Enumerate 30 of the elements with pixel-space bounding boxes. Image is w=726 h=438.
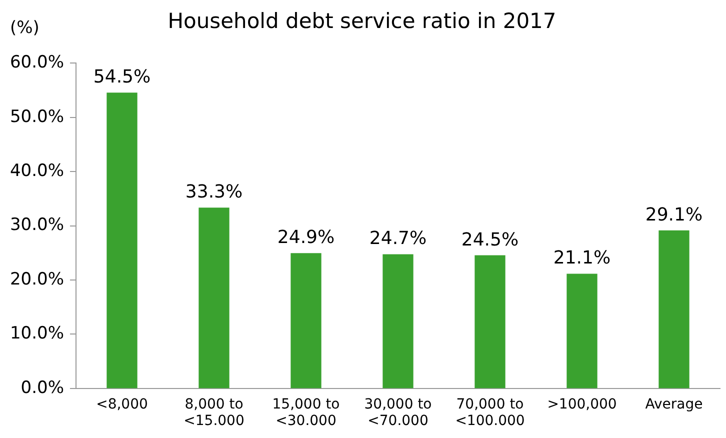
x-tick-label: Average — [645, 396, 703, 412]
y-tick-label: 50.0% — [10, 106, 64, 127]
y-tick-label: 0.0% — [20, 378, 64, 398]
y-tick-label: 40.0% — [10, 161, 64, 182]
y-tick-label: 30.0% — [10, 215, 64, 236]
x-tick-label: 70,000 to <100.000 — [455, 396, 525, 430]
data-label: 24.7% — [369, 228, 427, 250]
x-tick-label: <8,000 — [96, 396, 148, 412]
y-axis-title: (%) — [10, 18, 40, 38]
y-tick-label: 10.0% — [10, 324, 64, 344]
bar — [382, 254, 414, 388]
y-tick-label: 20.0% — [10, 269, 64, 290]
x-tick-label: 15,000 to <30.000 — [272, 396, 340, 430]
bar — [106, 92, 138, 388]
bar — [290, 253, 322, 388]
x-tick-label: 8,000 to <15.000 — [184, 396, 244, 430]
data-label: 29.1% — [645, 204, 703, 226]
x-tick-label: 30,000 to <70.000 — [364, 396, 432, 430]
bar — [198, 208, 230, 388]
data-label: 21.1% — [553, 248, 611, 269]
bar — [474, 255, 506, 388]
data-label: 24.5% — [461, 229, 519, 250]
data-label: 33.3% — [185, 182, 243, 203]
y-tick-label: 60.0% — [10, 52, 64, 73]
bar — [658, 230, 690, 388]
x-tick-label: >100,000 — [547, 396, 617, 412]
chart-title: Household debt service ratio in 2017 — [168, 9, 556, 34]
data-label: 24.9% — [277, 227, 335, 248]
bar — [566, 274, 598, 388]
data-label: 54.5% — [93, 66, 151, 88]
